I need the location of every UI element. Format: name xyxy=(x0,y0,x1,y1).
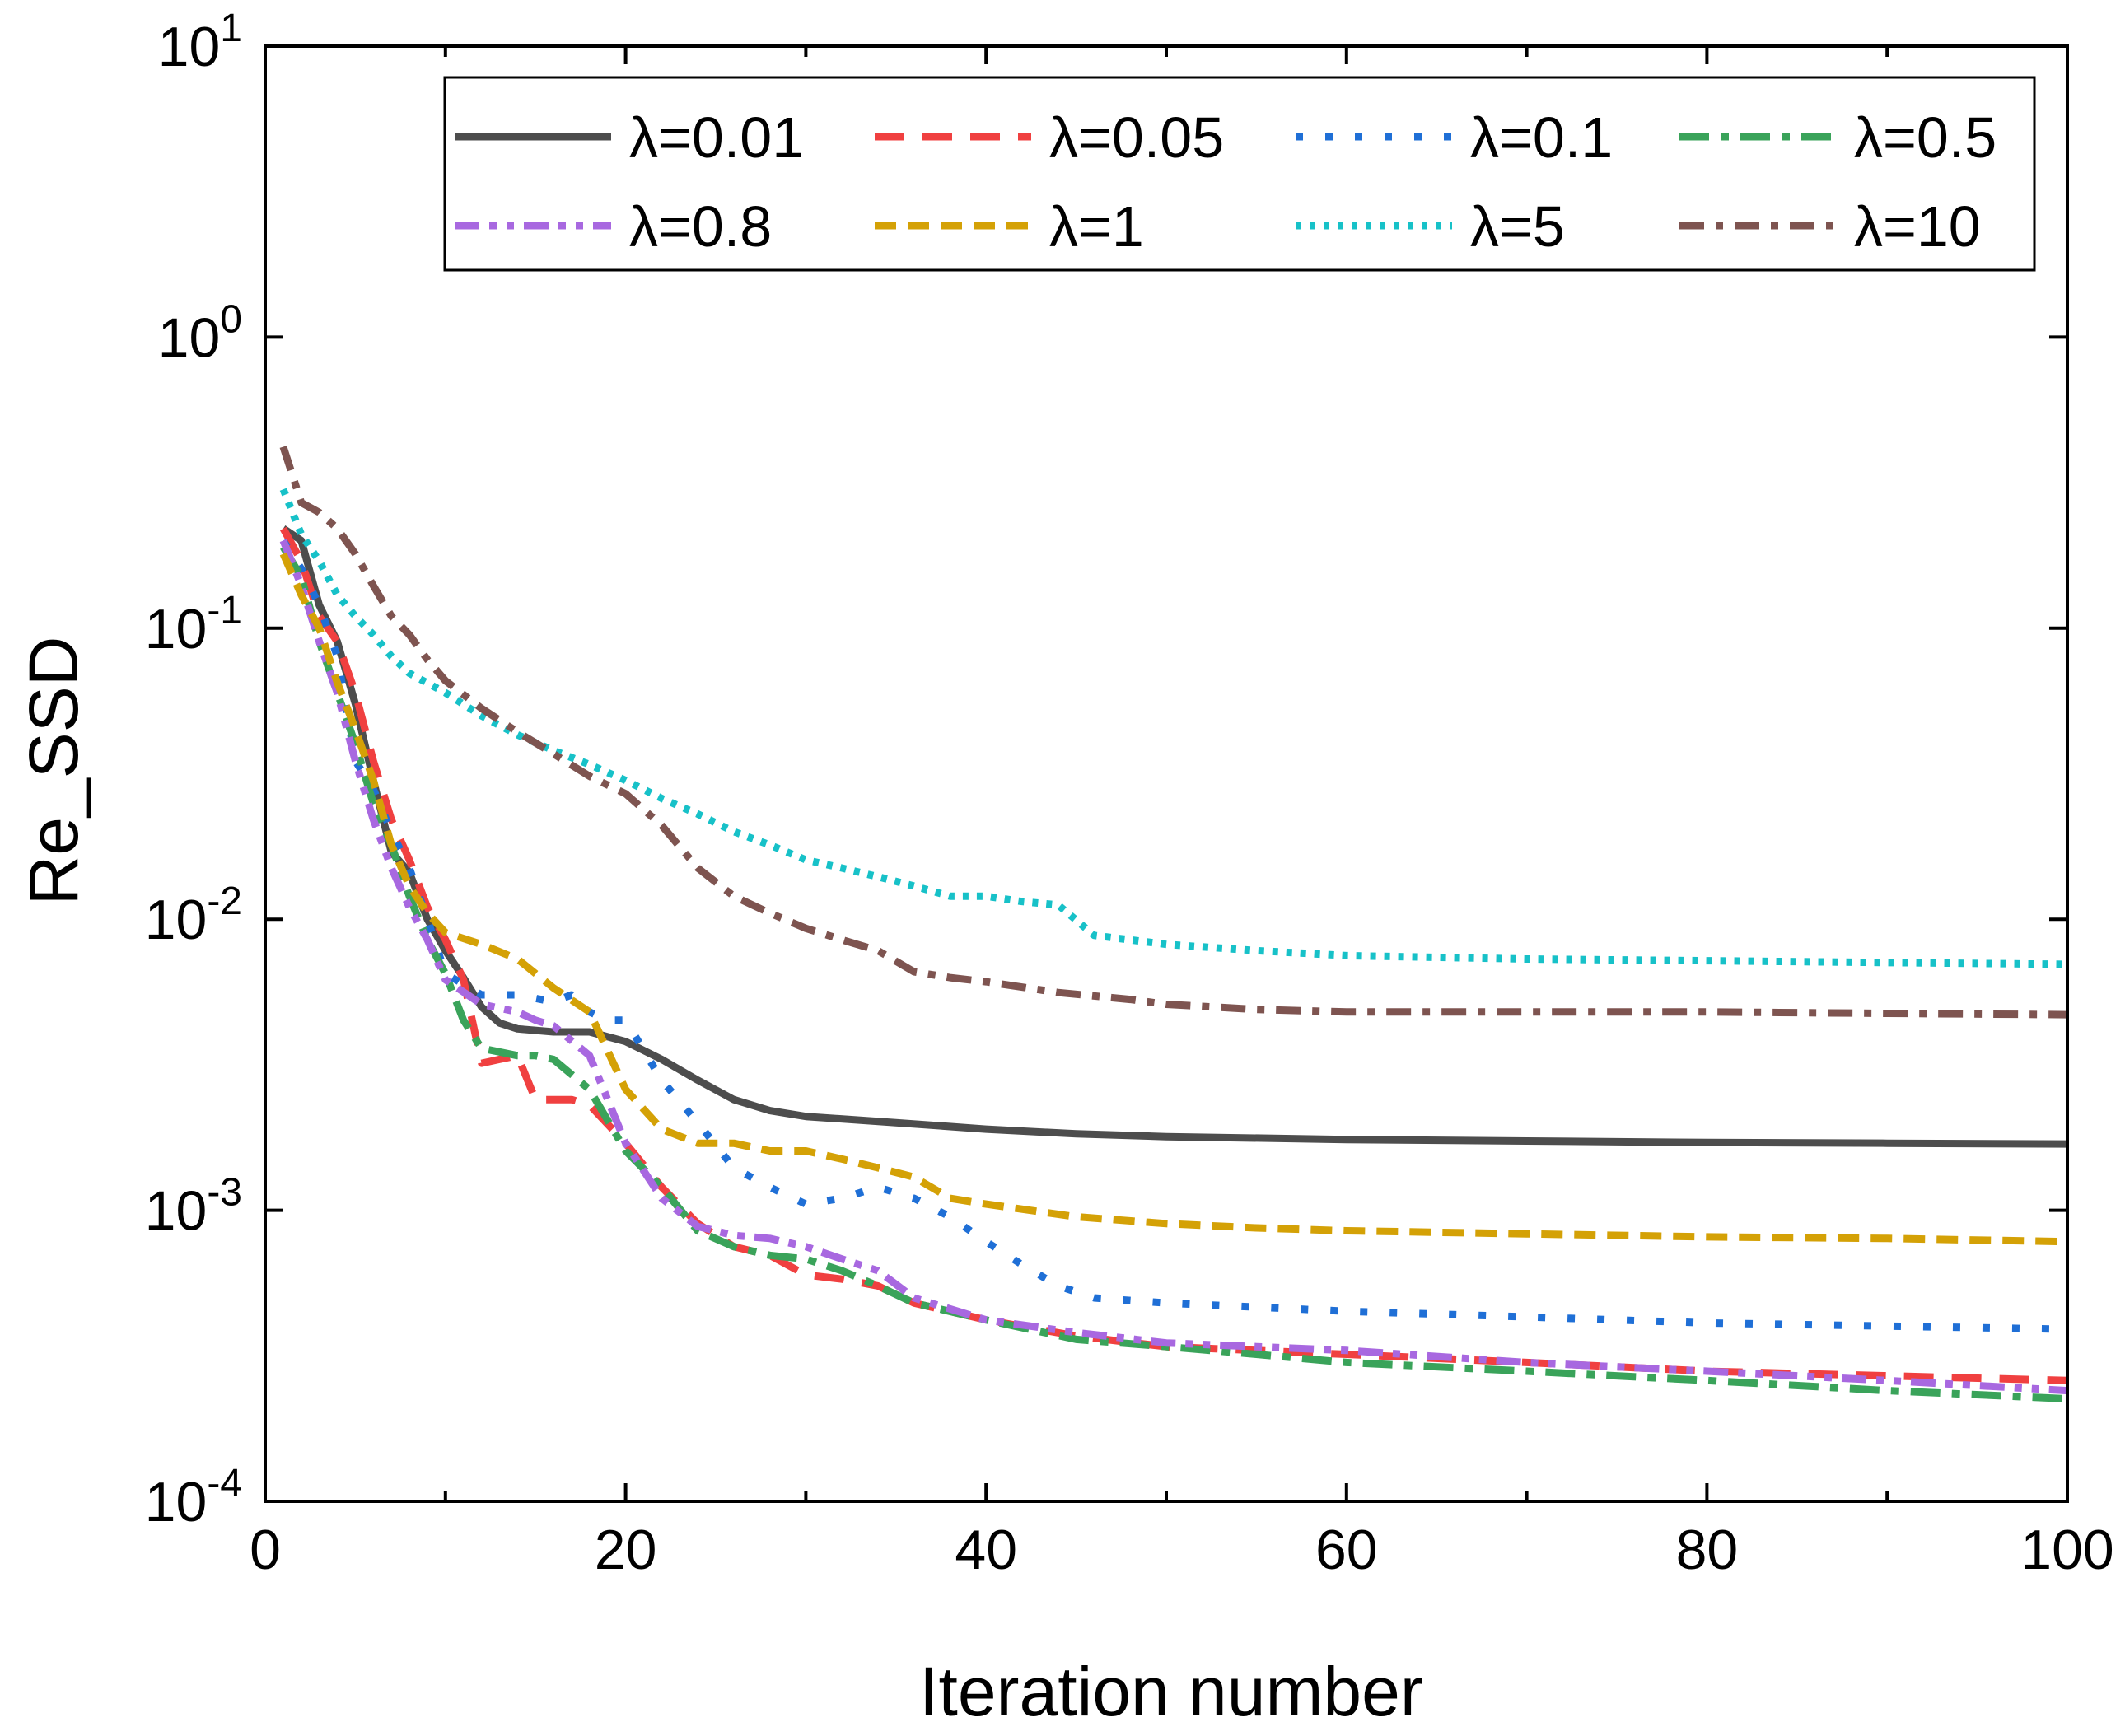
x-tick-label: 100 xyxy=(2020,1519,2113,1581)
series-line-4 xyxy=(280,544,2068,1402)
legend-box xyxy=(443,76,2036,272)
legend-label-5: λ=0.8 xyxy=(629,194,772,259)
y-tick-label: 10-2 xyxy=(145,880,242,951)
y-tick-label: 100 xyxy=(158,297,242,369)
series-line-3 xyxy=(280,538,2068,1333)
series-line-6 xyxy=(279,552,2068,1246)
legend-label-6: λ=1 xyxy=(1049,194,1144,259)
y-tick-label: 10-3 xyxy=(145,1171,242,1243)
x-tick-label: 20 xyxy=(595,1519,657,1581)
x-tick-label: 80 xyxy=(1676,1519,1739,1581)
series-line-8 xyxy=(279,446,2068,1019)
y-axis-title: Re_SSD xyxy=(15,637,92,906)
series-line-5 xyxy=(279,539,2068,1395)
legend-label-2: λ=0.05 xyxy=(1049,105,1224,170)
legend-label-4: λ=0.5 xyxy=(1854,105,1997,170)
y-tick-label: 10-4 xyxy=(145,1462,242,1533)
legend-label-7: λ=5 xyxy=(1470,194,1565,259)
x-tick-label: 60 xyxy=(1315,1519,1378,1581)
x-tick-label: 40 xyxy=(955,1519,1017,1581)
legend-label-8: λ=10 xyxy=(1854,194,1981,259)
x-tick-label: 0 xyxy=(250,1519,281,1581)
legend: λ=0.01 λ=0.05 λ=0.1 λ=0.5 λ=0.8 λ=1 λ=5 λ=10 xyxy=(443,76,2036,272)
plot-area xyxy=(279,446,2068,1402)
legend-label-1: λ=0.01 xyxy=(629,105,804,170)
series-line-7 xyxy=(279,488,2068,968)
series-line-2 xyxy=(279,526,2068,1384)
y-tick-label: 101 xyxy=(158,7,242,78)
legend-label-3: λ=0.1 xyxy=(1470,105,1613,170)
series-line-1 xyxy=(281,525,2068,1148)
y-tick-label: 10-1 xyxy=(145,589,242,660)
x-axis-title: Iteration number xyxy=(919,1653,1423,1730)
axes: 0 20 40 60 80 100 10-4 10-3 10-2 10-1 100 101 xyxy=(145,7,2114,1581)
